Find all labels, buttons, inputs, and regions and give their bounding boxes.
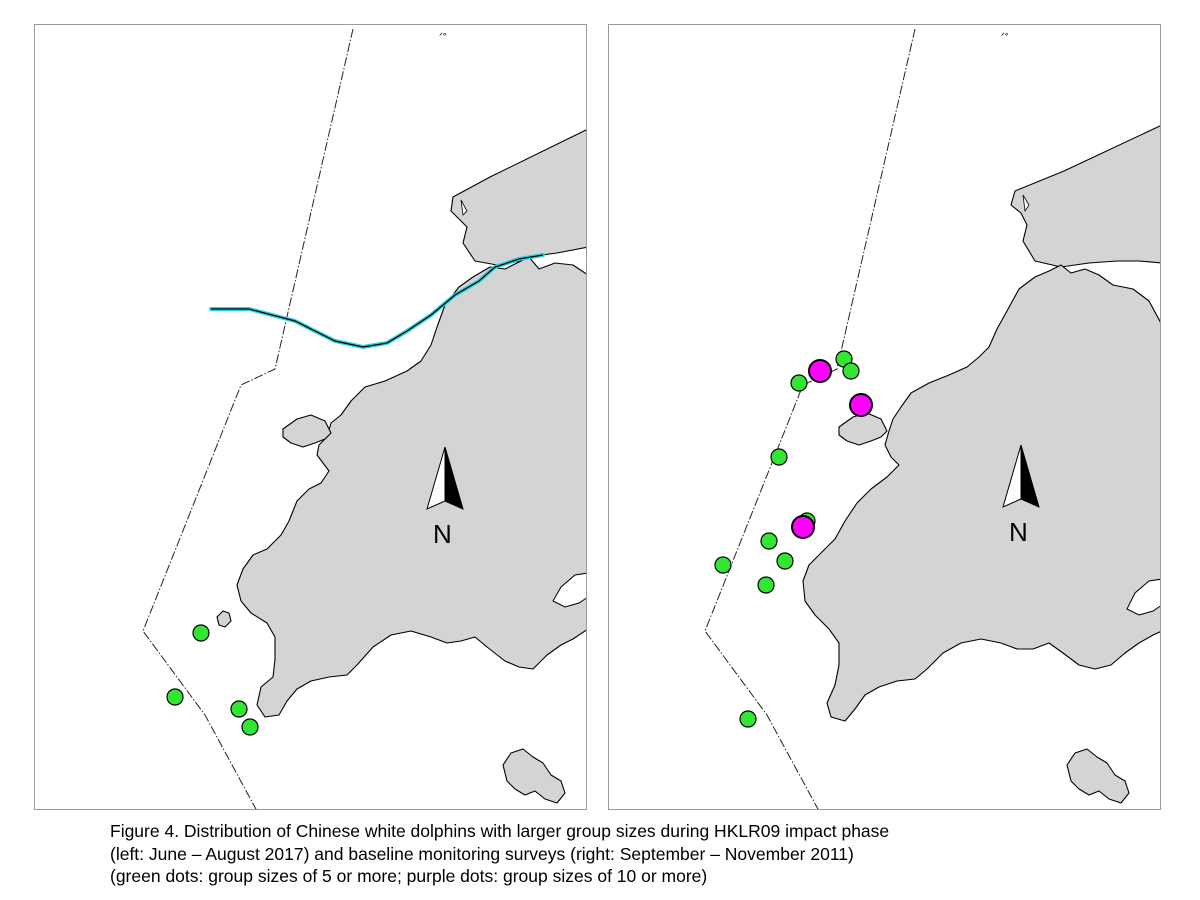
north-label: N [433,519,452,549]
caption-line-3: (green dots: group sizes of 5 or more; p… [110,866,708,886]
purple-dot [808,359,832,383]
svg-text:ᐟᐤ: ᐟᐤ [1001,32,1009,42]
map-panel-right: ᐟᐤ N [608,24,1161,810]
map-panel-left: ᐟᐤ N [34,24,587,810]
purple-dots-right [791,359,873,539]
map-left-canvas: ᐟᐤ [142,28,586,809]
north-arrow-icon [1002,444,1040,508]
green-dot [714,556,732,574]
green-dot [739,710,757,728]
main-island [802,264,1160,722]
green-dot [166,688,184,706]
green-dot [842,362,860,380]
caption-line-1: Figure 4. Distribution of Chinese white … [110,821,890,841]
green-dot [757,576,775,594]
north-label: N [1009,517,1028,547]
small-islet [216,610,232,628]
northern-landmass [1010,125,1160,268]
green-dots-left [166,624,259,736]
map-right-canvas: ᐟᐤ [704,28,1160,809]
tai-o-peninsula [838,412,888,446]
marine-boundary [142,28,354,809]
green-dot [760,532,778,550]
green-dot [770,448,788,466]
southern-island [1066,748,1130,804]
caption-line-2: (left: June – August 2017) and baseline … [110,843,854,864]
main-island [236,256,586,718]
figure-caption: Figure 4. Distribution of Chinese white … [110,820,1170,888]
svg-text:ᐟᐤ: ᐟᐤ [439,32,447,42]
green-dot [230,700,248,718]
southern-island [502,748,566,804]
purple-dot [791,515,815,539]
green-dot [241,718,259,736]
northern-landmass [450,129,586,266]
green-dot [776,552,794,570]
purple-dot [849,393,873,417]
tai-o-peninsula [282,414,332,448]
marine-boundary [704,28,916,809]
green-dot [192,624,210,642]
north-arrow-icon [426,446,464,510]
green-dot [790,374,808,392]
